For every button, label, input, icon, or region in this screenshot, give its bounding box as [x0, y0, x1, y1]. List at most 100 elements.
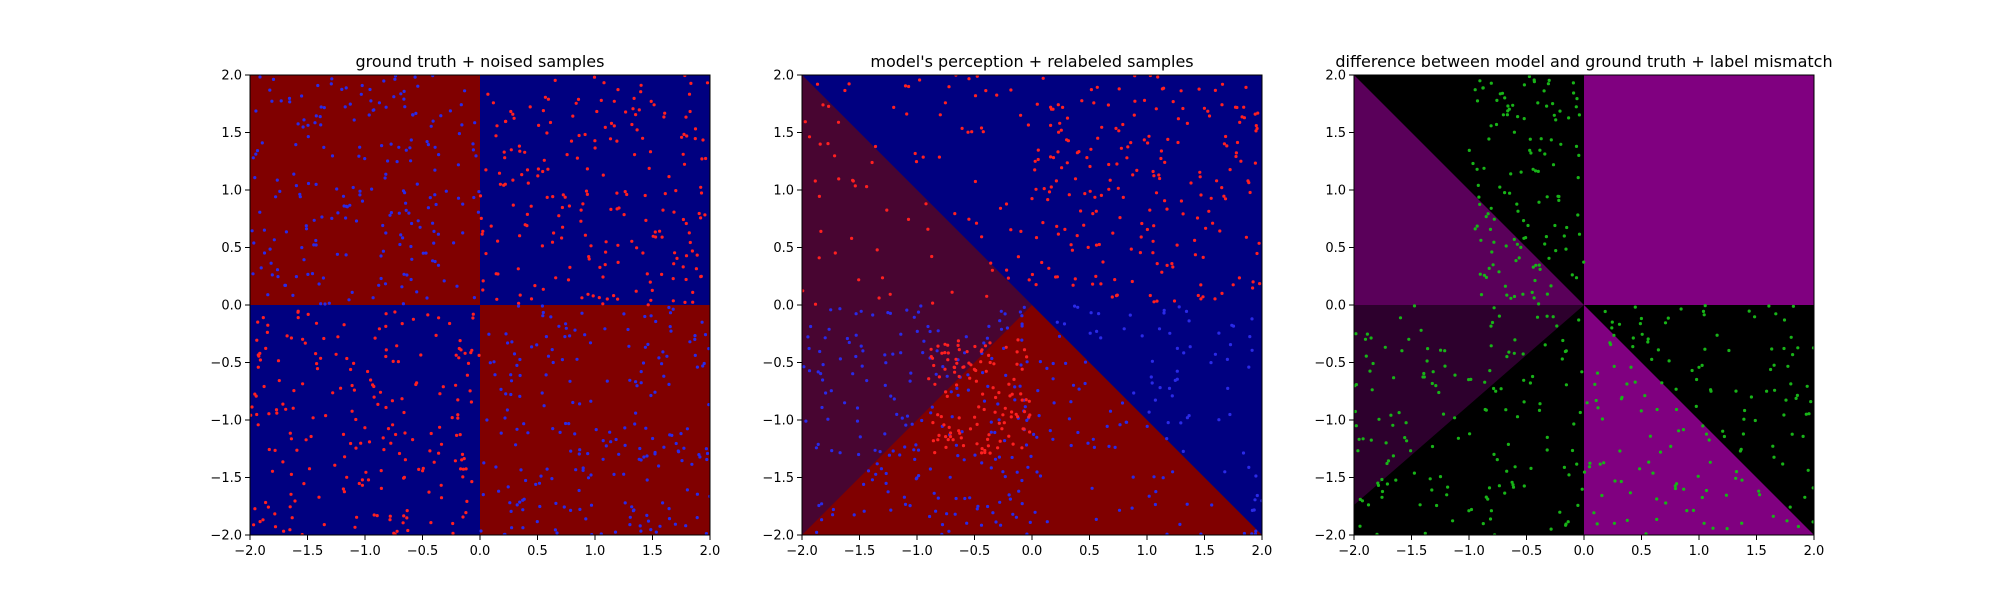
sample-point — [1016, 338, 1020, 342]
sample-point — [1376, 481, 1380, 485]
sample-point — [548, 120, 553, 125]
sample-point — [1747, 309, 1751, 313]
sample-point — [1222, 194, 1226, 198]
sample-point — [1558, 109, 1562, 113]
sample-point — [1610, 320, 1614, 324]
sample-point — [316, 83, 320, 88]
sample-point — [681, 152, 685, 156]
sample-point — [1076, 305, 1080, 309]
sample-point — [1175, 377, 1179, 381]
sample-point — [382, 448, 386, 452]
sample-point — [1674, 407, 1679, 412]
quadrant-bottom-right — [480, 305, 710, 535]
sample-point — [425, 296, 429, 300]
sample-point — [493, 373, 497, 377]
sample-point — [1578, 410, 1582, 415]
sample-point — [1512, 351, 1516, 355]
sample-point — [1254, 129, 1258, 133]
sample-point — [431, 221, 435, 225]
sample-point — [977, 405, 981, 409]
sample-point — [431, 119, 435, 123]
panel-1-x-axis: −2.0 −1.5 −1.0 −0.5 0.0 0.5 1.0 1.5 2.0 — [786, 535, 1272, 559]
sample-point — [1354, 383, 1358, 387]
sample-point — [288, 100, 292, 104]
sample-point — [1049, 123, 1053, 127]
sample-point — [1125, 156, 1129, 160]
sample-point — [496, 272, 500, 276]
sample-point — [1631, 345, 1635, 349]
sample-point — [313, 121, 317, 125]
sample-point — [518, 293, 522, 297]
sample-point — [1008, 394, 1012, 398]
sample-point — [1003, 439, 1007, 443]
sample-point — [360, 483, 364, 487]
sample-point — [450, 416, 454, 420]
sample-point — [1234, 151, 1238, 155]
sample-point — [994, 395, 998, 400]
sample-point — [268, 88, 272, 92]
y-tick-label: 1.5 — [1325, 126, 1346, 141]
sample-point — [838, 451, 842, 455]
sample-point — [533, 284, 537, 288]
sample-point — [589, 244, 593, 248]
sample-point — [915, 329, 919, 333]
sample-point — [261, 518, 265, 522]
sample-point — [461, 467, 465, 471]
sample-point — [1162, 308, 1166, 312]
sample-point — [1165, 532, 1169, 535]
sample-point — [384, 312, 388, 316]
sample-point — [416, 219, 420, 223]
sample-point — [853, 184, 857, 188]
sample-point — [1674, 387, 1678, 391]
sample-point — [1543, 242, 1547, 246]
sample-point — [1168, 331, 1172, 335]
sample-point — [460, 458, 464, 462]
sample-point — [1655, 517, 1659, 522]
sample-point — [912, 448, 916, 452]
sample-point — [605, 379, 609, 383]
sample-point — [1220, 291, 1224, 295]
sample-point — [1013, 385, 1017, 389]
sample-point — [358, 193, 362, 197]
sample-point — [1564, 247, 1568, 251]
sample-point — [1047, 266, 1051, 270]
sample-point — [504, 332, 508, 336]
sample-point — [1034, 236, 1039, 240]
sample-point — [314, 321, 319, 325]
sample-point — [1491, 263, 1495, 267]
sample-point — [341, 432, 346, 436]
sample-point — [281, 402, 285, 406]
sample-point — [987, 324, 991, 328]
sample-point — [465, 373, 469, 377]
sample-point — [1489, 509, 1493, 513]
sample-point — [1560, 357, 1564, 361]
sample-point — [902, 495, 907, 499]
sample-point — [1354, 332, 1358, 336]
sample-point — [276, 275, 280, 279]
sample-point — [366, 478, 371, 482]
sample-point — [403, 105, 407, 109]
sample-point — [589, 473, 593, 477]
sample-point — [991, 386, 995, 390]
sample-point — [943, 367, 947, 371]
sample-point — [1161, 476, 1165, 480]
y-tick-label: −1.0 — [210, 414, 242, 429]
sample-point — [1165, 263, 1169, 267]
sample-point — [917, 474, 921, 478]
sample-point — [540, 391, 544, 395]
sample-point — [476, 210, 480, 214]
sample-point — [378, 390, 383, 394]
sample-point — [477, 190, 481, 194]
sample-point — [1366, 503, 1371, 507]
sample-point — [555, 531, 559, 535]
sample-point — [802, 365, 806, 369]
sample-point — [1001, 470, 1005, 474]
sample-point — [1185, 121, 1189, 125]
sample-point — [1545, 435, 1549, 439]
sample-point — [956, 393, 960, 397]
sample-point — [597, 296, 601, 300]
sample-point — [562, 505, 566, 509]
sample-point — [1469, 507, 1474, 512]
sample-point — [1154, 191, 1159, 195]
y-tick-label: 0.0 — [1325, 299, 1346, 314]
